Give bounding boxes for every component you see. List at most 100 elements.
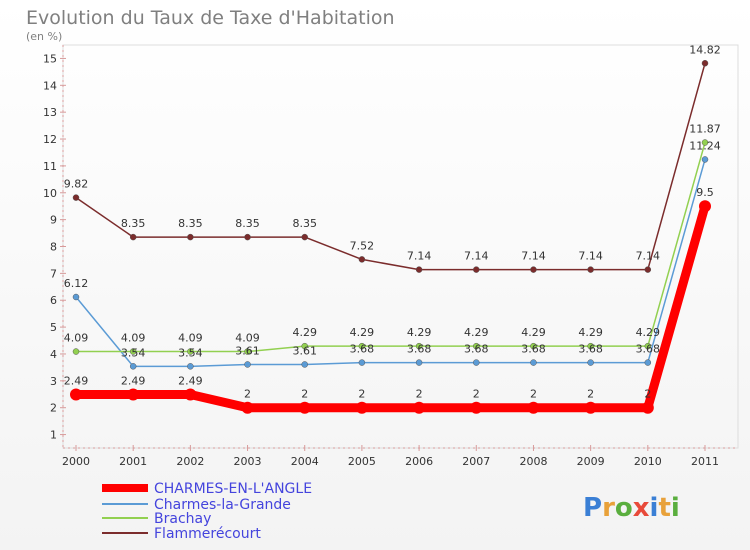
y-tick-label: 2 bbox=[50, 402, 57, 415]
data-label: 3.54 bbox=[121, 346, 146, 359]
data-label: 2 bbox=[473, 388, 480, 401]
logo-text: Proxiti bbox=[583, 493, 680, 523]
x-tick-label: 2007 bbox=[462, 455, 490, 468]
data-label: 2.49 bbox=[64, 375, 89, 388]
data-point bbox=[244, 361, 251, 368]
data-point bbox=[701, 60, 709, 67]
data-label: 4.09 bbox=[64, 332, 89, 345]
x-tick-label: 2009 bbox=[577, 455, 605, 468]
data-label: 9.5 bbox=[696, 186, 714, 199]
data-labels: 9.82 8.35 8.35 8.35 8.35 7.52 7.14 7.14 7.14 7.14… bbox=[64, 43, 721, 400]
data-point bbox=[644, 342, 652, 350]
data-point bbox=[413, 401, 426, 414]
data-point bbox=[530, 266, 537, 273]
data-label: 3.54 bbox=[178, 346, 203, 359]
y-tick-label: 12 bbox=[43, 133, 57, 146]
data-point bbox=[473, 266, 480, 273]
data-label: 7.52 bbox=[350, 239, 375, 252]
data-label: 9.82 bbox=[64, 178, 89, 191]
data-label: 3.68 bbox=[350, 343, 375, 356]
data-label: 4.09 bbox=[178, 332, 203, 345]
data-point bbox=[644, 359, 652, 366]
data-point bbox=[129, 363, 137, 370]
data-label: 4.29 bbox=[578, 326, 603, 339]
data-label: 7.14 bbox=[578, 250, 603, 263]
proxiti-logo: Proxiti bbox=[583, 493, 680, 523]
data-point bbox=[187, 363, 194, 370]
data-point bbox=[187, 233, 194, 241]
y-tick-label: 6 bbox=[50, 294, 57, 307]
y-tick-label: 13 bbox=[43, 106, 57, 119]
y-tick-label: 4 bbox=[50, 348, 57, 361]
data-label: 7.14 bbox=[636, 250, 661, 263]
data-point bbox=[358, 359, 366, 366]
data-label: 7.14 bbox=[521, 250, 546, 263]
series-line-3 bbox=[75, 62, 706, 271]
data-label: 11.87 bbox=[689, 123, 721, 136]
x-tick-label: 2008 bbox=[519, 455, 547, 468]
data-point bbox=[641, 401, 654, 414]
x-tick-label: 2002 bbox=[176, 455, 204, 468]
data-point bbox=[301, 233, 308, 241]
data-label: 2.49 bbox=[121, 375, 146, 388]
data-label: 8.35 bbox=[121, 217, 146, 230]
logo-letter: i bbox=[650, 493, 659, 523]
data-label: 3.68 bbox=[578, 343, 603, 356]
data-point bbox=[241, 401, 254, 414]
data-label: 8.35 bbox=[178, 217, 203, 230]
data-point bbox=[473, 359, 480, 366]
data-point bbox=[415, 359, 423, 366]
data-point bbox=[470, 401, 483, 414]
data-point bbox=[187, 348, 194, 355]
data-point bbox=[184, 388, 197, 401]
data-label: 3.68 bbox=[464, 343, 489, 356]
y-tick-label: 9 bbox=[50, 214, 57, 227]
y-tick-label: 10 bbox=[43, 187, 57, 200]
data-point bbox=[584, 401, 597, 414]
y-tick-label: 11 bbox=[43, 160, 57, 173]
data-point bbox=[244, 233, 251, 241]
x-tick-label: 2003 bbox=[234, 455, 262, 468]
y-tick-label: 7 bbox=[50, 267, 57, 280]
data-point bbox=[301, 361, 308, 368]
legend-label: CHARMES-EN-L'ANGLE bbox=[154, 481, 312, 497]
data-label: 4.29 bbox=[350, 326, 375, 339]
logo-letter: r bbox=[602, 493, 615, 523]
x-tick-label: 2004 bbox=[291, 455, 319, 468]
data-point bbox=[699, 200, 711, 213]
logo-letter: o bbox=[615, 493, 633, 523]
data-label: 14.82 bbox=[689, 43, 721, 56]
data-point bbox=[129, 348, 137, 355]
series-line-2 bbox=[75, 141, 706, 353]
data-label: 2 bbox=[530, 388, 537, 401]
plot-frame bbox=[62, 44, 739, 449]
data-label: 2.49 bbox=[178, 375, 203, 388]
data-label: 2 bbox=[244, 388, 251, 401]
data-point bbox=[530, 359, 537, 366]
series-line-0 bbox=[71, 201, 710, 413]
x-tick-label: 2005 bbox=[348, 455, 376, 468]
data-point bbox=[129, 233, 137, 241]
data-point bbox=[70, 388, 82, 401]
data-label: 4.29 bbox=[464, 326, 489, 339]
data-point bbox=[701, 139, 709, 146]
series-group bbox=[70, 60, 711, 414]
x-tick-label: 2010 bbox=[634, 455, 662, 468]
logo-letter: t bbox=[658, 493, 670, 523]
data-point bbox=[301, 342, 308, 350]
data-point bbox=[587, 342, 594, 350]
data-label: 3.61 bbox=[292, 344, 317, 357]
logo-letter: P bbox=[583, 493, 602, 523]
y-tick-label: 14 bbox=[43, 79, 57, 92]
x-tick-label: 2000 bbox=[62, 455, 90, 468]
data-point bbox=[355, 401, 368, 414]
data-point bbox=[530, 342, 537, 350]
data-label: 4.09 bbox=[235, 332, 260, 345]
data-point bbox=[298, 401, 311, 414]
data-point bbox=[473, 342, 480, 350]
data-point bbox=[701, 156, 709, 163]
data-label: 2 bbox=[301, 388, 308, 401]
